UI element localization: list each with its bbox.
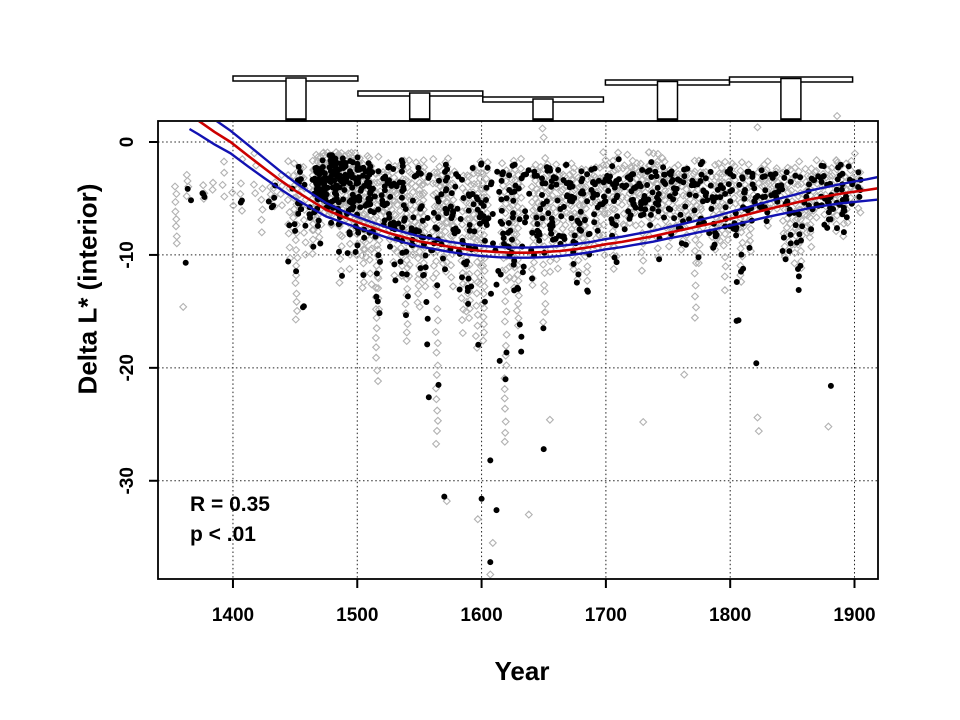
black-outlier-points: [182, 259, 834, 566]
x-axis-title: Year: [494, 656, 550, 686]
century-marker: [728, 76, 854, 122]
mid-century-box: [408, 92, 431, 122]
outlier-layer: [179, 111, 842, 579]
tick-marks: [149, 141, 856, 588]
plot-border: [157, 120, 879, 580]
century-marker: [232, 75, 359, 122]
x-tick-label: 1400: [212, 605, 254, 626]
x-tick-label: 1800: [709, 605, 751, 626]
century-marker: [482, 96, 605, 122]
y-tick-label: 0: [117, 137, 138, 148]
century-marker: [357, 90, 484, 122]
top-century-markers: [232, 75, 854, 122]
x-tick-label: 1600: [460, 605, 502, 626]
marker-base: [657, 118, 678, 121]
century-marker: [604, 79, 731, 122]
lower-confidence-line: [188, 127, 877, 259]
marker-base: [286, 118, 306, 121]
marker-base: [533, 118, 553, 121]
pvalue-annotation: p < .01: [190, 523, 256, 546]
black-dot-points: [184, 152, 864, 401]
fit-layer: [188, 122, 877, 259]
gray-outlier-points: [179, 111, 842, 579]
x-tick-label: 1900: [833, 605, 875, 626]
gridlines: [158, 121, 878, 579]
fit-line: [198, 122, 877, 254]
upper-confidence-line: [215, 122, 877, 249]
gray-diamond-points: [170, 148, 865, 449]
mid-century-box: [656, 80, 679, 122]
scatter-layer: [170, 148, 865, 449]
y-axis-title: Delta L* (interior): [72, 183, 103, 395]
mid-century-box: [285, 77, 307, 122]
mid-century-box: [780, 77, 802, 122]
correlation-annotation: R = 0.35: [190, 493, 270, 516]
y-tick-label: -20: [117, 354, 138, 381]
x-tick-label: 1700: [585, 605, 627, 626]
marker-base: [780, 118, 801, 121]
x-tick-label: 1500: [336, 605, 378, 626]
y-tick-label: -30: [117, 467, 138, 494]
marker-base: [409, 118, 430, 121]
y-tick-label: -10: [117, 241, 138, 268]
tick-labels: 1400 1500 1600 1700 1800 1900 0 -10 -20 -30: [117, 137, 876, 626]
mid-century-box: [532, 98, 554, 122]
